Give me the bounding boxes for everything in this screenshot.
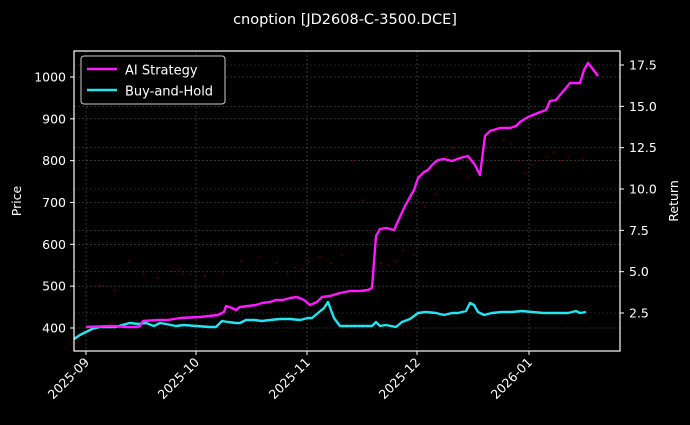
price-point	[301, 268, 303, 271]
ai-strategy-line	[85, 61, 599, 329]
left-tick-label: 700	[42, 195, 66, 210]
right-y-axis: 2.5 5.0 7.5 10.0 12.5 15.0 17.5	[620, 58, 657, 321]
price-point	[85, 294, 87, 297]
price-point	[221, 272, 224, 275]
left-tick-label: 500	[42, 279, 66, 294]
left-axis-label: Price	[9, 185, 24, 216]
price-point	[401, 249, 404, 252]
price-point	[567, 155, 570, 158]
price-point	[189, 273, 192, 276]
price-point	[394, 260, 397, 262]
price-point	[495, 130, 498, 133]
chart-title: cnoption [JD2608-C-3500.DCE]	[233, 12, 457, 28]
price-point	[380, 262, 383, 265]
price-point	[434, 193, 437, 196]
left-tick-label: 900	[42, 111, 66, 126]
price-point	[351, 159, 354, 162]
left-y-axis: 400 500 600 700 800 900 1000	[34, 70, 74, 336]
price-point	[171, 270, 174, 273]
price-point	[142, 272, 145, 275]
buy-and-hold-line	[73, 300, 587, 340]
price-point	[502, 138, 505, 141]
price-point	[182, 272, 185, 275]
price-point	[445, 155, 447, 158]
price-point	[308, 260, 311, 262]
price-point	[560, 159, 563, 162]
left-tick-label: 600	[42, 237, 66, 252]
price-point	[99, 285, 102, 288]
price-point	[113, 289, 116, 292]
left-tick-label: 400	[42, 321, 66, 336]
price-point	[488, 138, 491, 141]
price-point	[545, 155, 548, 158]
price-point	[423, 205, 426, 208]
price-point	[319, 255, 321, 258]
right-tick-label: 15.0	[629, 99, 657, 114]
price-point	[466, 176, 469, 179]
price-point	[178, 268, 181, 271]
price-point	[524, 172, 527, 175]
legend: AI Strategy Buy-and-Hold	[80, 55, 226, 105]
price-point	[531, 163, 534, 166]
price-point	[517, 159, 519, 162]
price-point	[293, 266, 296, 269]
price-point	[128, 260, 131, 262]
price-point	[329, 262, 332, 265]
price-point	[553, 151, 555, 154]
price-point	[581, 157, 584, 160]
price-point	[538, 159, 541, 162]
plot-frame	[73, 50, 621, 352]
price-point	[286, 272, 289, 275]
price-point	[459, 168, 462, 170]
legend-buy-and-hold-label: Buy-and-Hold	[125, 85, 213, 100]
right-tick-label: 17.5	[629, 58, 657, 73]
price-point	[412, 253, 415, 256]
series-lines	[73, 61, 599, 340]
right-tick-label: 5.0	[629, 264, 649, 279]
left-tick-label: 800	[42, 153, 66, 168]
price-point	[387, 264, 390, 267]
grid-lines	[74, 51, 620, 351]
left-tick-label: 1000	[34, 70, 66, 85]
legend-ai-strategy-label: AI Strategy	[125, 64, 198, 79]
price-point	[203, 274, 206, 277]
price-point	[452, 147, 455, 150]
right-tick-label: 2.5	[629, 306, 649, 321]
right-tick-label: 7.5	[629, 223, 649, 238]
price-point	[239, 260, 242, 262]
price-point	[509, 143, 512, 145]
price-point	[275, 262, 278, 265]
price-point	[362, 199, 365, 202]
right-tick-label: 12.5	[629, 140, 657, 155]
price-point	[340, 253, 343, 256]
price-point	[574, 159, 577, 162]
price-point	[157, 276, 159, 279]
price-point	[257, 255, 260, 258]
right-axis-label: Return	[666, 180, 681, 221]
right-tick-label: 10.0	[629, 182, 657, 197]
